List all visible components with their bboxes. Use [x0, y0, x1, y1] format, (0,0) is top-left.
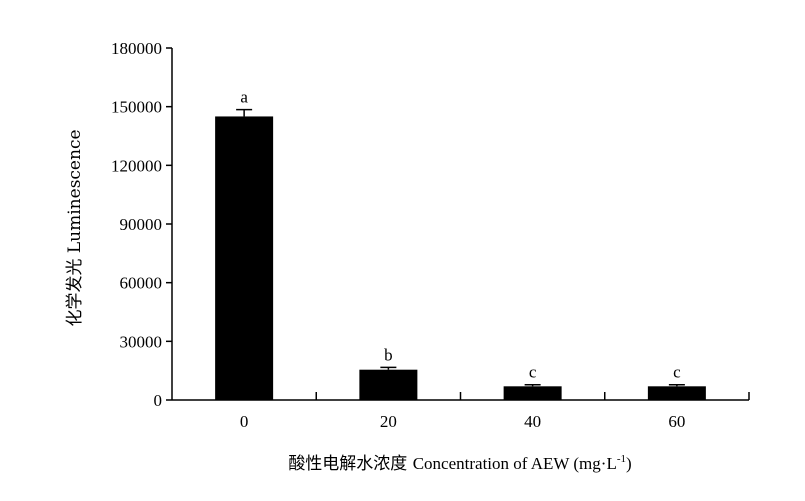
x-ticks-layer: 0 20 40 60 — [240, 392, 750, 431]
y-tick-label: 180000 — [111, 39, 162, 58]
y-tick-label: 0 — [154, 391, 163, 410]
y-tick-label: 90000 — [120, 215, 163, 234]
y-tick-label: 150000 — [111, 98, 162, 117]
x-tick-label: 60 — [668, 412, 685, 431]
bar — [359, 369, 418, 400]
error-bars-layer — [236, 108, 685, 387]
bar — [647, 386, 706, 400]
y-tick-label: 60000 — [120, 274, 163, 293]
y-ticks-layer: 0 30000 60000 90000 120000 150000 180000 — [111, 39, 172, 410]
significance-labels-layer: a b c c — [240, 88, 681, 382]
significance-label: a — [240, 88, 248, 107]
bar — [215, 116, 274, 400]
y-tick-label: 30000 — [120, 332, 163, 351]
x-axis-title-superscript: -1 — [617, 453, 626, 465]
y-tick-label: 120000 — [111, 156, 162, 175]
significance-label: c — [673, 363, 681, 382]
bars-layer — [215, 116, 706, 400]
x-tick-label: 20 — [380, 412, 397, 431]
y-axis-title: 化学发光 Luminescence — [65, 129, 85, 326]
x-tick-label: 0 — [240, 412, 249, 431]
significance-label: b — [384, 345, 393, 364]
x-tick-label: 40 — [524, 412, 541, 431]
significance-label: c — [529, 363, 537, 382]
x-axis-title: 酸性电解水浓度 Concentration of AEW (mg·L-1) — [288, 453, 631, 474]
bar — [503, 386, 562, 400]
